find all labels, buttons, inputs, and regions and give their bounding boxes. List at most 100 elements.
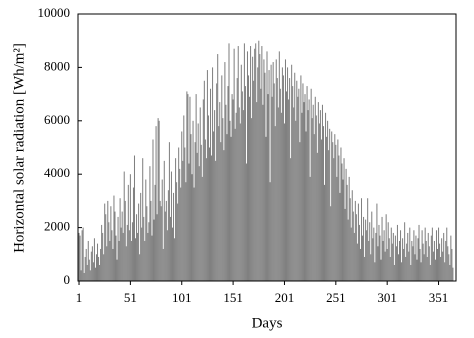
bar	[245, 163, 247, 281]
bar	[171, 227, 174, 281]
bar	[86, 264, 88, 281]
bar	[94, 267, 96, 281]
bar	[350, 227, 352, 281]
bar	[362, 235, 364, 281]
bar	[449, 264, 451, 281]
bar	[187, 94, 189, 281]
bar	[152, 139, 154, 281]
bar	[325, 112, 327, 281]
bar	[382, 240, 384, 281]
bar	[166, 230, 168, 281]
bar	[281, 67, 283, 282]
bar	[310, 88, 312, 281]
bar	[383, 230, 385, 281]
bar	[298, 88, 300, 281]
bar	[198, 166, 200, 281]
bar	[251, 118, 253, 281]
bar	[207, 115, 209, 282]
bar	[316, 152, 318, 281]
bar	[284, 59, 287, 281]
x-tick-label: 201	[275, 290, 295, 305]
bar	[209, 88, 212, 281]
bar	[384, 251, 386, 281]
x-tick-label: 301	[377, 290, 397, 305]
bar	[274, 126, 276, 281]
bar	[236, 78, 238, 281]
bar	[421, 230, 423, 281]
bar	[375, 232, 377, 281]
bar	[178, 147, 180, 281]
bar	[135, 238, 137, 281]
x-axis-title: Days	[252, 315, 283, 331]
bar	[294, 72, 296, 282]
bar	[148, 222, 150, 281]
bar	[138, 203, 140, 281]
bar	[377, 246, 379, 281]
bar	[291, 64, 293, 281]
bar	[278, 51, 280, 281]
bar	[119, 198, 121, 281]
bar	[247, 75, 250, 281]
bar	[381, 216, 383, 281]
bar	[214, 110, 216, 282]
bar	[330, 206, 332, 281]
bar	[264, 72, 266, 282]
bar	[204, 139, 206, 281]
bar	[275, 59, 277, 281]
bar	[206, 70, 208, 281]
bar	[142, 158, 144, 281]
bar	[436, 248, 439, 281]
bar	[133, 155, 136, 281]
bar	[452, 267, 454, 281]
bar	[199, 107, 201, 281]
bar	[440, 256, 442, 281]
bar	[416, 259, 418, 281]
bar	[419, 248, 421, 281]
bar	[107, 200, 109, 281]
bar	[351, 190, 353, 281]
bar	[85, 248, 87, 281]
bar	[123, 171, 125, 281]
bar	[271, 96, 273, 282]
y-tick-label: 4000	[44, 165, 70, 180]
bar	[177, 203, 179, 281]
bar	[314, 96, 316, 282]
bar	[216, 83, 218, 281]
bar	[282, 75, 284, 281]
bar	[79, 235, 81, 281]
bar	[358, 224, 360, 281]
bar	[195, 94, 197, 281]
bar	[156, 214, 158, 281]
bar	[445, 240, 447, 281]
bar	[426, 256, 428, 281]
bar	[237, 46, 239, 281]
bar	[424, 227, 426, 281]
bar	[365, 219, 367, 281]
bar	[211, 155, 213, 281]
bar	[143, 216, 145, 281]
bar	[412, 246, 414, 281]
bar	[136, 214, 138, 281]
bar	[159, 200, 161, 281]
bar	[308, 99, 310, 281]
bar	[444, 262, 446, 281]
bar	[170, 171, 172, 281]
bar	[401, 262, 403, 281]
bar	[427, 232, 429, 281]
bar	[78, 232, 80, 281]
bar	[327, 120, 329, 281]
bar	[108, 222, 110, 281]
bar	[320, 139, 322, 281]
bar	[205, 158, 207, 281]
bar	[386, 248, 388, 281]
bar	[408, 251, 410, 281]
bar	[154, 184, 156, 281]
bar	[332, 142, 334, 281]
bars	[78, 40, 454, 282]
bar	[304, 94, 306, 281]
bar	[305, 131, 307, 281]
bar	[370, 254, 372, 281]
bar	[367, 198, 369, 281]
bar	[212, 67, 214, 282]
